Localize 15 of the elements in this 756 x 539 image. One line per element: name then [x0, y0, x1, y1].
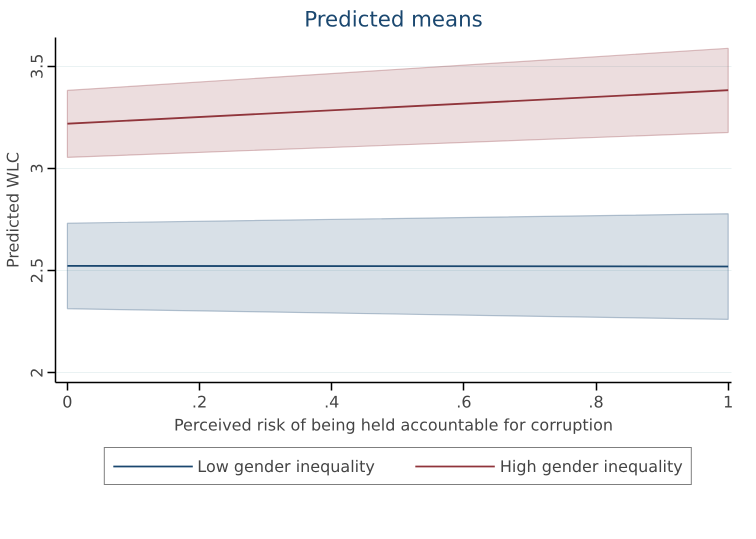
x-tick-label: .8: [588, 392, 604, 412]
y-tick-label: 3: [28, 163, 46, 174]
y-axis-title: Predicted WLC: [4, 152, 22, 268]
y-tick-label: 2.5: [28, 258, 46, 284]
y-tick-label: 3.5: [28, 54, 46, 80]
y-tick-label: 2: [28, 368, 46, 378]
x-tick-label: 0: [62, 392, 72, 412]
chart-title: Predicted means: [304, 8, 483, 32]
legend-label: Low gender inequality: [197, 456, 375, 476]
x-tick-label: .4: [324, 392, 340, 412]
x-tick-label: .6: [456, 392, 472, 412]
x-tick-label: 1: [723, 392, 734, 412]
x-tick-label: .2: [192, 392, 208, 412]
legend-label: High gender inequality: [500, 456, 683, 476]
x-axis-title: Perceived risk of being held accountable for corruption: [174, 416, 614, 434]
